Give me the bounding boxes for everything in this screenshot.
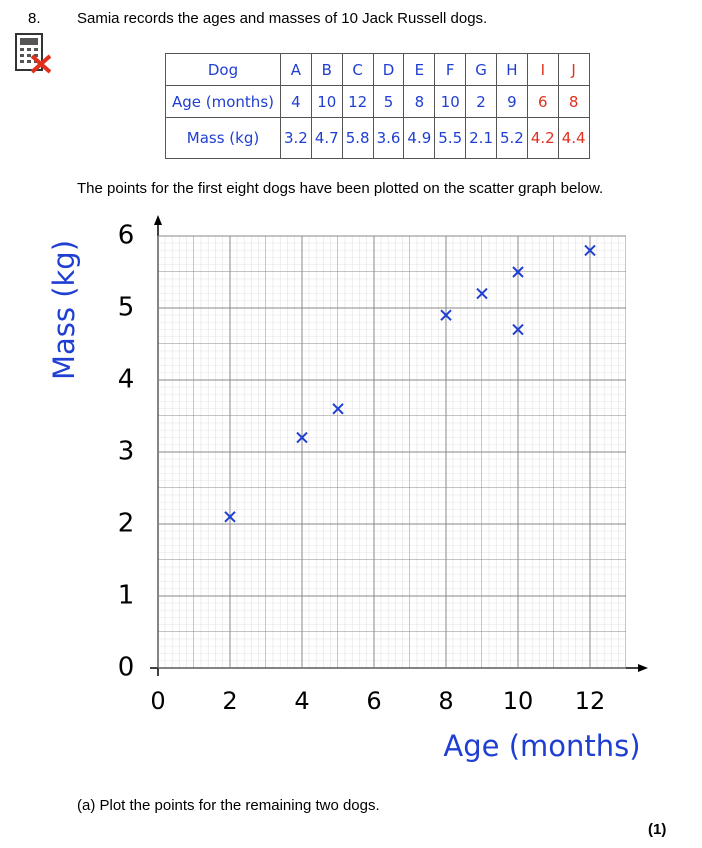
part-a: (a) Plot the points for the remaining tw…: [77, 797, 380, 814]
x-tick-label: 4: [294, 687, 309, 715]
cell: C: [341, 53, 374, 86]
cell: 4.4: [557, 117, 590, 159]
marks: (1): [648, 821, 667, 838]
y-tick-label: 6: [118, 221, 135, 251]
cell: 8: [403, 85, 436, 118]
x-tick-label: 0: [150, 687, 165, 715]
x-tick-label: 10: [503, 687, 534, 715]
y-arrow: [154, 215, 162, 225]
cell: 12: [341, 85, 374, 118]
y-tick-label: 2: [118, 509, 135, 539]
cell: A: [279, 53, 312, 86]
question-intro: Samia records the ages and masses of 10 …: [77, 10, 488, 27]
cell: 3.2: [279, 117, 312, 159]
point-stroke: [584, 244, 596, 257]
cell: 2.1: [465, 117, 497, 159]
point-stroke: [512, 323, 524, 336]
data-row: Age (months) 4 10 12 5 8 10 2 9 6 8: [165, 85, 590, 118]
cell: 5.2: [496, 117, 528, 159]
cell: E: [403, 53, 436, 86]
cell: H: [496, 53, 528, 86]
cell: 4: [279, 85, 312, 118]
cell: 3.6: [372, 117, 405, 159]
point-stroke: [440, 309, 452, 321]
y-tick-label: 3: [118, 437, 135, 467]
scatter-note: The points for the first eight dogs have…: [77, 180, 604, 197]
y-tick-label: 1: [118, 581, 135, 611]
cell: I: [526, 53, 559, 86]
point: [476, 287, 488, 300]
row-label: Dog: [165, 53, 281, 86]
cell: 6: [526, 85, 559, 118]
calculator-icon: [15, 33, 52, 74]
cell: 4.2: [526, 117, 559, 159]
point-stroke: [512, 266, 524, 278]
x-arrow: [638, 664, 648, 672]
cell: 5.8: [341, 117, 374, 159]
cell: 5: [372, 85, 405, 118]
point: [584, 244, 596, 257]
point: [440, 309, 452, 321]
point: [296, 431, 308, 444]
y-tick-label: 4: [118, 365, 135, 395]
cell: G: [465, 53, 497, 86]
point-stroke: [224, 511, 236, 523]
cell: 10: [310, 85, 343, 118]
cell: 4.7: [310, 117, 343, 159]
x-axis-title: Age (months): [443, 729, 640, 763]
cell: 4.9: [403, 117, 436, 159]
point-stroke: [476, 287, 488, 300]
cell: 10: [434, 85, 467, 118]
data-table: Dog A B C D E F G H I J Age (months) 4 10 12 5 8 10 2 9 6 8 Ma…: [165, 53, 590, 159]
x-tick-label: 2: [222, 687, 237, 715]
cell: B: [310, 53, 343, 86]
header-row: Dog A B C D E F G H I J: [165, 53, 590, 86]
cell: 8: [557, 85, 590, 118]
row-label: Age (months): [165, 85, 281, 118]
row-label: Mass (kg): [165, 117, 281, 159]
cell: 2: [465, 85, 497, 118]
cell: 9: [496, 85, 528, 118]
question-number: 8.: [28, 10, 41, 27]
point: [332, 403, 344, 415]
x-tick-label: 12: [575, 687, 606, 715]
x-tick-label: 8: [438, 687, 453, 715]
point: [512, 266, 524, 278]
cell: J: [557, 53, 590, 86]
point: [512, 323, 524, 336]
y-tick-label: 0: [118, 653, 135, 683]
data-row: Mass (kg) 3.2 4.7 5.8 3.6 4.9 5.5 2.1 5.2 4.2 4.4: [165, 117, 590, 159]
point-stroke: [296, 431, 308, 444]
cell: D: [372, 53, 405, 86]
point: [224, 511, 236, 523]
cell: 5.5: [434, 117, 467, 159]
y-tick-label: 5: [118, 293, 135, 323]
x-tick-label: 6: [366, 687, 381, 715]
y-axis-title: Mass (kg): [47, 240, 81, 380]
cell: F: [434, 53, 467, 86]
point-stroke: [332, 403, 344, 415]
